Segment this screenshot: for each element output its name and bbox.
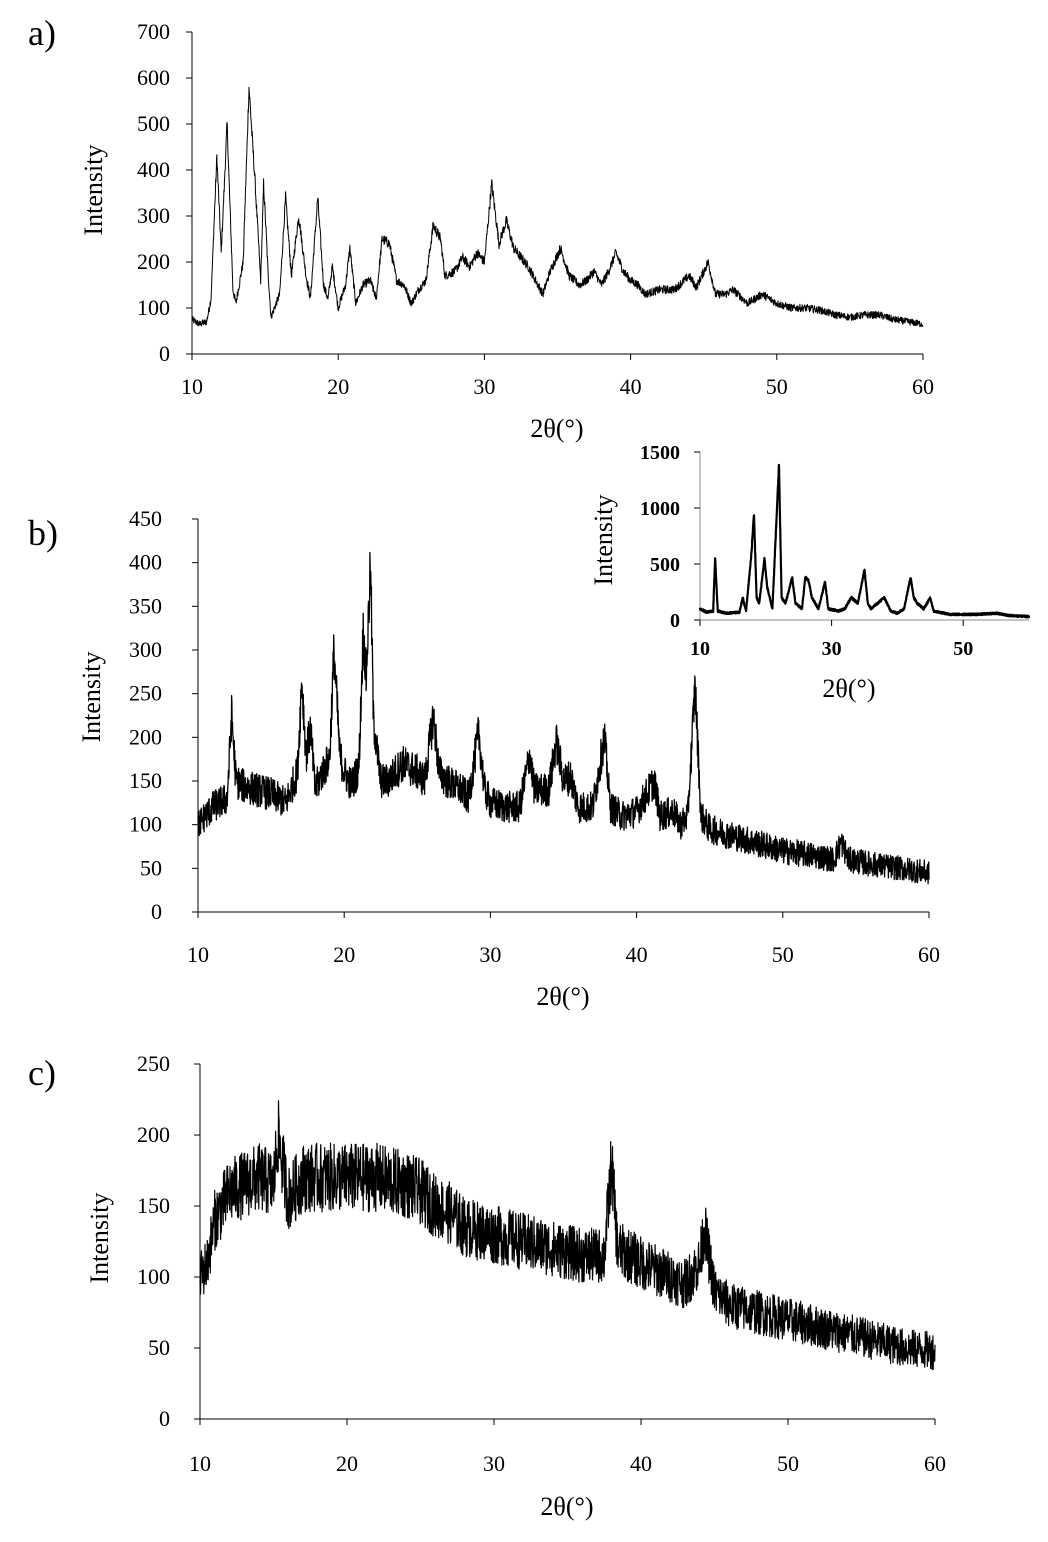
x-tick-label-inset: 30: [822, 638, 842, 660]
x-tick-label-b: 60: [918, 942, 940, 967]
y-tick-label-c: 250: [137, 1051, 170, 1076]
y-tick-label-c: 50: [148, 1335, 170, 1360]
y-tick-label-inset: 500: [650, 554, 680, 576]
x-axis-title-a: 2θ(°): [530, 414, 583, 443]
y-tick-label-inset: 0: [670, 610, 680, 632]
y-axis-title-c: Intensity: [85, 1193, 114, 1284]
y-tick-label-a: 500: [137, 111, 170, 136]
y-tick-label-c: 200: [137, 1122, 170, 1147]
y-tick-label-a: 200: [137, 249, 170, 274]
y-tick-label-c: 150: [137, 1193, 170, 1218]
y-tick-label-a: 400: [137, 157, 170, 182]
chart-b: b) 2θ(°) Intensity 050100150200250300350…: [28, 506, 940, 1011]
y-tick-label-a: 0: [159, 341, 170, 366]
x-tick-label-c: 60: [924, 1451, 946, 1476]
x-tick-label-a: 40: [620, 374, 642, 399]
y-tick-label-b: 450: [129, 506, 162, 531]
y-tick-label-c: 0: [159, 1406, 170, 1431]
x-tick-label-c: 10: [189, 1451, 211, 1476]
y-axis-title-inset: Intensity: [589, 495, 618, 586]
chart-a: a) 2θ(°) Intensity 0 100 200 300 400 500 600 70…: [28, 13, 934, 443]
panel-label-b: b): [28, 513, 58, 553]
x-tick-label-a: 10: [181, 374, 203, 399]
x-tick-label-b: 20: [333, 942, 355, 967]
x-axis-title-inset: 2θ(°): [822, 674, 875, 703]
y-tick-label-inset: 1500: [640, 442, 680, 464]
y-tick-label-inset: 1000: [640, 498, 680, 520]
chart-c: c) 2θ(°) Intensity 0 50 100 150 200 250 10 20 30…: [28, 1051, 946, 1521]
panel-label-a: a): [28, 13, 56, 53]
x-tick-label-inset: 10: [690, 638, 710, 660]
chart-b-inset: 2θ(°) Intensity 0 500 1000 1500 10 30 50: [589, 442, 1031, 703]
x-tick-label-c: 50: [777, 1451, 799, 1476]
y-tick-label-a: 100: [137, 295, 170, 320]
x-tick-label-b: 30: [479, 942, 501, 967]
x-axis-title-b: 2θ(°): [536, 982, 589, 1011]
y-tick-label-b: 250: [129, 681, 162, 706]
panel-label-c: c): [28, 1053, 56, 1093]
x-tick-label-c: 20: [336, 1451, 358, 1476]
y-tick-label-c: 100: [137, 1264, 170, 1289]
x-tick-label-c: 40: [630, 1451, 652, 1476]
y-axis-title-b: Intensity: [77, 652, 106, 743]
y-tick-label-a: 700: [137, 19, 170, 44]
data-series-c: [199, 1100, 936, 1371]
data-series-b: [197, 551, 930, 885]
data-series-inset: [698, 463, 1031, 619]
y-tick-label-b: 200: [129, 724, 162, 749]
x-tick-label-c: 30: [483, 1451, 505, 1476]
y-axis-title-a: Intensity: [79, 145, 108, 236]
y-tick-label-a: 300: [137, 203, 170, 228]
x-tick-label-b: 50: [772, 942, 794, 967]
x-tick-label-a: 20: [327, 374, 349, 399]
x-tick-label-a: 30: [473, 374, 495, 399]
y-tick-label-b: 150: [129, 768, 162, 793]
x-tick-label-inset: 50: [953, 638, 973, 660]
x-tick-label-a: 60: [912, 374, 934, 399]
x-axis-title-c: 2θ(°): [540, 1492, 593, 1521]
x-tick-label-a: 50: [766, 374, 788, 399]
y-tick-label-b: 0: [151, 899, 162, 924]
y-tick-label-b: 50: [140, 855, 162, 880]
x-tick-label-b: 10: [187, 942, 209, 967]
y-tick-label-b: 300: [129, 637, 162, 662]
y-tick-label-a: 600: [137, 65, 170, 90]
data-series-a: [191, 86, 924, 328]
y-tick-label-b: 100: [129, 812, 162, 837]
y-tick-label-b: 350: [129, 593, 162, 618]
x-tick-label-b: 40: [626, 942, 648, 967]
y-tick-label-b: 400: [129, 550, 162, 575]
